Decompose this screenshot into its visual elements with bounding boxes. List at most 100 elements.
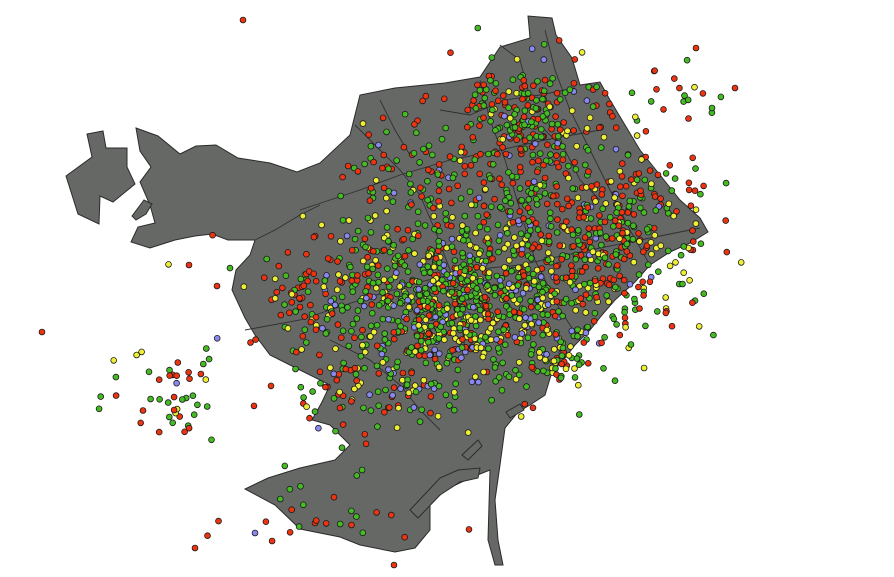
incident-point xyxy=(420,376,428,384)
incident-point xyxy=(572,166,580,173)
incident-point xyxy=(396,283,404,290)
incident-point xyxy=(521,121,528,129)
incident-point xyxy=(556,126,564,133)
incident-point xyxy=(572,306,579,314)
incident-point xyxy=(365,131,373,139)
incident-point xyxy=(574,227,582,234)
incident-point xyxy=(374,262,382,269)
incident-point xyxy=(301,326,309,334)
incident-point xyxy=(586,114,594,122)
incident-point xyxy=(440,95,448,103)
incident-point xyxy=(595,124,603,131)
incident-point xyxy=(284,325,292,332)
incident-point xyxy=(512,366,519,374)
incident-point xyxy=(209,231,216,239)
incident-point xyxy=(537,126,545,133)
incident-point xyxy=(575,361,583,369)
incident-point xyxy=(459,305,467,313)
incident-point xyxy=(519,289,527,297)
incident-point xyxy=(292,308,299,315)
incident-point xyxy=(354,272,361,279)
incident-point xyxy=(534,303,542,311)
incident-point xyxy=(630,258,638,266)
incident-point xyxy=(525,218,532,225)
incident-point xyxy=(494,308,502,316)
incident-point xyxy=(601,333,608,341)
incident-point xyxy=(497,282,505,290)
incident-point xyxy=(574,237,582,245)
incident-point xyxy=(208,436,215,444)
incident-point xyxy=(700,290,708,298)
incident-point xyxy=(584,204,592,211)
incident-point xyxy=(568,299,575,307)
incident-point xyxy=(408,369,415,377)
incident-point xyxy=(418,406,426,414)
incident-point xyxy=(521,107,529,114)
incident-point xyxy=(368,309,376,317)
incident-point xyxy=(317,379,324,387)
incident-point xyxy=(670,75,678,82)
incident-point xyxy=(683,56,691,64)
incident-point xyxy=(544,249,552,257)
incident-point xyxy=(412,129,420,137)
incident-point xyxy=(691,187,699,195)
incident-point xyxy=(370,328,378,336)
incident-point xyxy=(112,373,120,381)
incident-point xyxy=(373,509,380,516)
incident-point xyxy=(540,161,547,169)
incident-point xyxy=(581,161,589,169)
incident-point xyxy=(482,185,489,193)
incident-point xyxy=(495,237,503,245)
incident-point xyxy=(594,264,602,272)
incident-point xyxy=(489,106,496,114)
incident-point xyxy=(467,316,475,324)
incident-point xyxy=(582,329,590,337)
incident-point xyxy=(413,306,421,314)
incident-point xyxy=(408,344,415,351)
incident-point xyxy=(442,391,450,399)
incident-point xyxy=(679,280,686,288)
incident-point xyxy=(536,349,543,356)
incident-point xyxy=(616,183,624,191)
incident-point xyxy=(533,168,541,176)
incident-point xyxy=(498,386,506,394)
incident-point xyxy=(326,364,334,372)
incident-point xyxy=(468,201,475,209)
incident-point xyxy=(252,336,259,343)
incident-point xyxy=(469,303,477,311)
incident-point xyxy=(639,278,646,286)
incident-point xyxy=(268,537,276,545)
incident-point xyxy=(422,359,430,367)
incident-point xyxy=(335,271,342,278)
incident-point xyxy=(165,261,172,268)
incident-point xyxy=(336,388,343,396)
incident-point xyxy=(616,235,623,243)
incident-point xyxy=(361,235,369,243)
incident-point xyxy=(598,191,606,198)
incident-point xyxy=(503,121,511,129)
incident-point xyxy=(327,233,335,240)
incident-point xyxy=(662,170,670,177)
incident-point xyxy=(422,92,430,100)
incident-point xyxy=(528,320,535,328)
incident-point xyxy=(357,297,364,305)
incident-point xyxy=(646,278,654,286)
incident-point xyxy=(646,167,654,174)
incident-point xyxy=(375,301,383,309)
incident-point xyxy=(558,255,565,263)
incident-point xyxy=(440,261,448,269)
incident-point xyxy=(493,272,501,280)
incident-point xyxy=(464,277,471,285)
incident-point xyxy=(430,263,438,271)
incident-point xyxy=(544,311,551,319)
incident-point xyxy=(411,121,418,128)
incident-point xyxy=(463,226,471,233)
incident-point xyxy=(508,173,516,180)
incident-point xyxy=(454,182,461,190)
incident-point xyxy=(568,272,576,280)
incident-point xyxy=(536,181,544,189)
incident-point xyxy=(568,226,575,233)
incident-point xyxy=(503,295,510,302)
incident-point xyxy=(389,198,397,205)
incident-point xyxy=(344,304,351,311)
